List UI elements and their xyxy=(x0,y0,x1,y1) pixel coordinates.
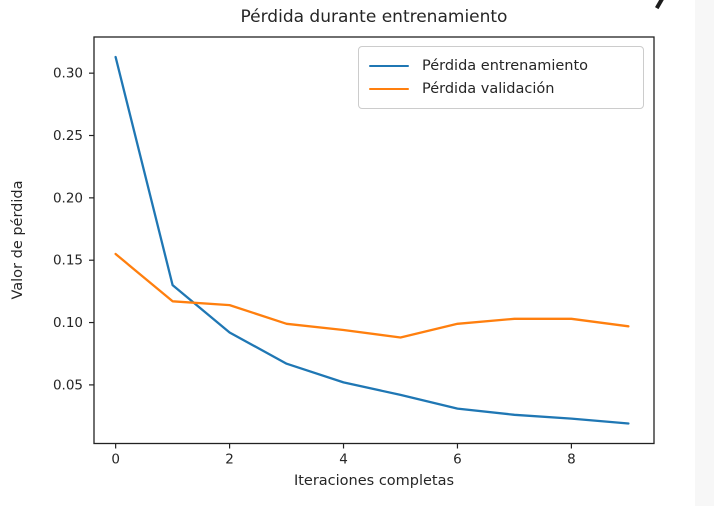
plot-frame xyxy=(93,36,655,445)
x-tick-label: 4 xyxy=(339,452,348,468)
series-line-0 xyxy=(114,55,630,425)
legend-line-validation xyxy=(369,87,409,91)
legend-item-validation: Pérdida validación xyxy=(369,81,633,97)
x-tick-label: 6 xyxy=(453,452,462,468)
x-tick-label: 2 xyxy=(225,452,234,468)
y-tick-label: 0.25 xyxy=(53,128,83,144)
x-tick-label: 8 xyxy=(567,452,576,468)
series-line-1 xyxy=(114,252,630,339)
legend: Pérdida entrenamiento Pérdida validación xyxy=(358,46,644,109)
y-tick-label: 0.15 xyxy=(53,253,83,269)
y-tick-label: 0.20 xyxy=(53,190,83,206)
y-axis-label: Valor de pérdida xyxy=(10,180,26,300)
legend-label-training: Pérdida entrenamiento xyxy=(422,58,589,74)
y-tick-label: 0.10 xyxy=(53,315,83,331)
legend-label-validation: Pérdida validación xyxy=(422,81,555,97)
x-tick-label: 0 xyxy=(111,452,120,468)
right-gutter xyxy=(695,0,714,506)
chart-title: Pérdida durante entrenamiento xyxy=(240,7,508,27)
legend-line-training xyxy=(369,64,409,68)
x-axis-label: Iteraciones completas xyxy=(293,473,455,489)
y-tick-label: 0.05 xyxy=(53,377,83,393)
y-tick-label: 0.30 xyxy=(53,66,83,82)
legend-item-training: Pérdida entrenamiento xyxy=(369,58,633,74)
